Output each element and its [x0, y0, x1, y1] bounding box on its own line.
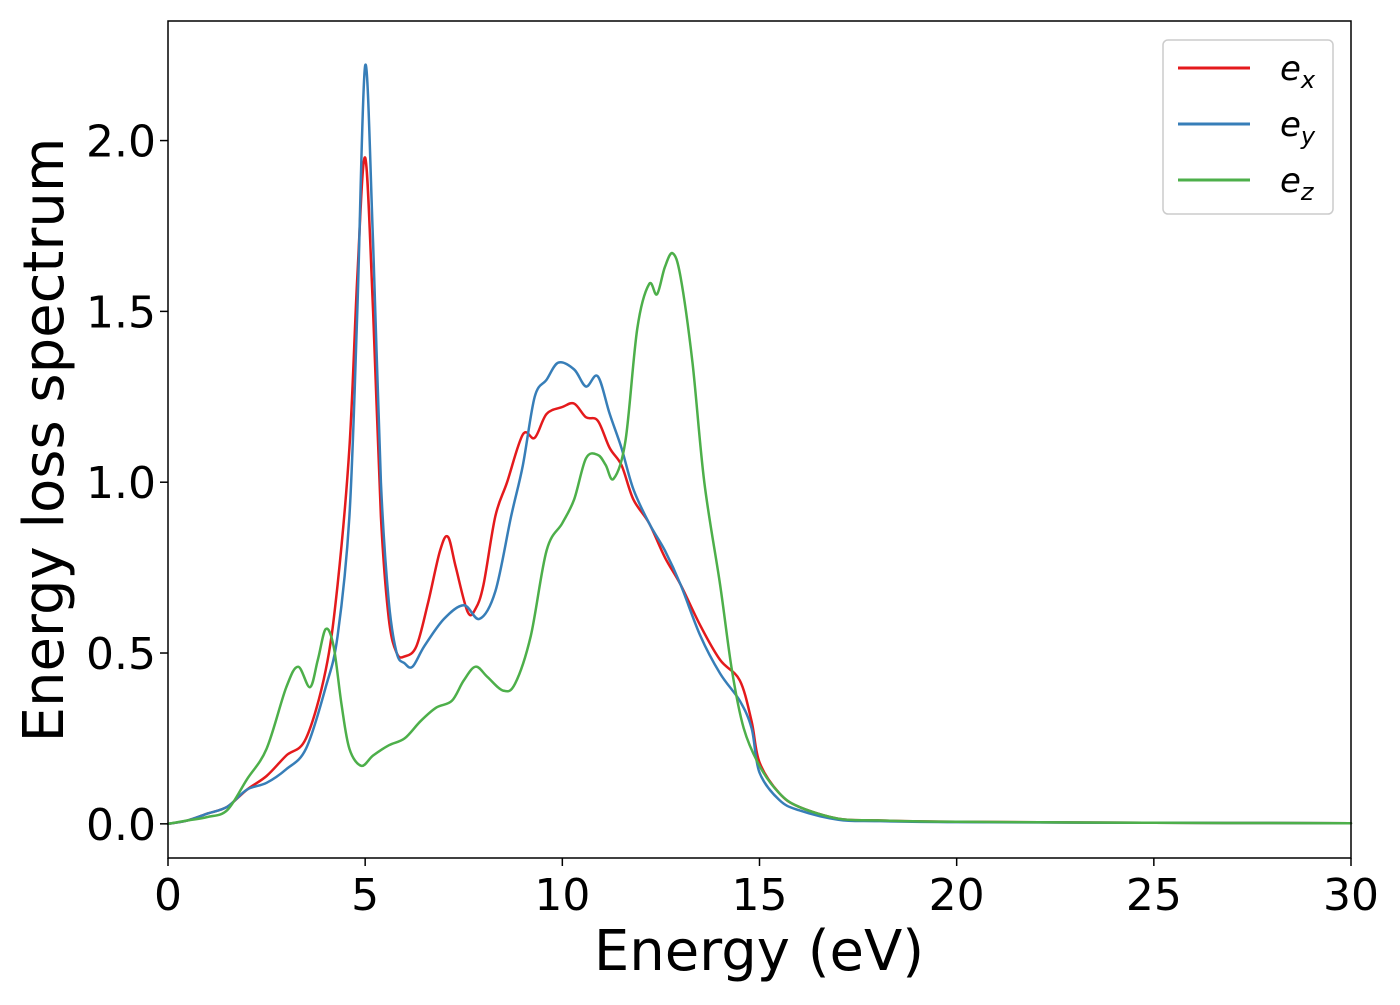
legend-label-subscript: y [1300, 122, 1316, 150]
x-tick-label: 30 [1323, 870, 1379, 921]
x-tick-label: 25 [1126, 870, 1182, 921]
y-tick-label: 1.5 [86, 287, 156, 338]
y-tick-label: 0.0 [86, 800, 156, 851]
x-tick-label: 20 [929, 870, 985, 921]
x-tick-label: 5 [351, 870, 379, 921]
series-line-e-x [166, 156, 1353, 826]
legend-box [1162, 39, 1334, 215]
series-layer [166, 63, 1353, 826]
legend-label-subscript: x [1300, 66, 1316, 94]
y-tick-label: 1.0 [86, 458, 156, 509]
y-axis-label: Energy loss spectrum [12, 138, 77, 743]
series-line-e-y [166, 63, 1353, 826]
x-tick-label: 10 [534, 870, 590, 921]
x-axis-label: Energy (eV) [594, 919, 924, 984]
series-line-e-z [166, 251, 1353, 826]
legend-label: ey [1280, 105, 1316, 150]
y-tick-label: 0.5 [86, 629, 156, 680]
y-axis-ticks: 0.0 0.5 1.0 1.5 2.0 [86, 117, 168, 851]
legend-label: ex [1280, 49, 1316, 94]
x-axis-ticks: 0 5 10 15 20 25 30 [154, 858, 1379, 921]
y-tick-label: 2.0 [86, 117, 156, 168]
x-tick-label: 0 [154, 870, 182, 921]
legend-label-subscript: z [1300, 178, 1315, 206]
x-tick-label: 15 [732, 870, 788, 921]
